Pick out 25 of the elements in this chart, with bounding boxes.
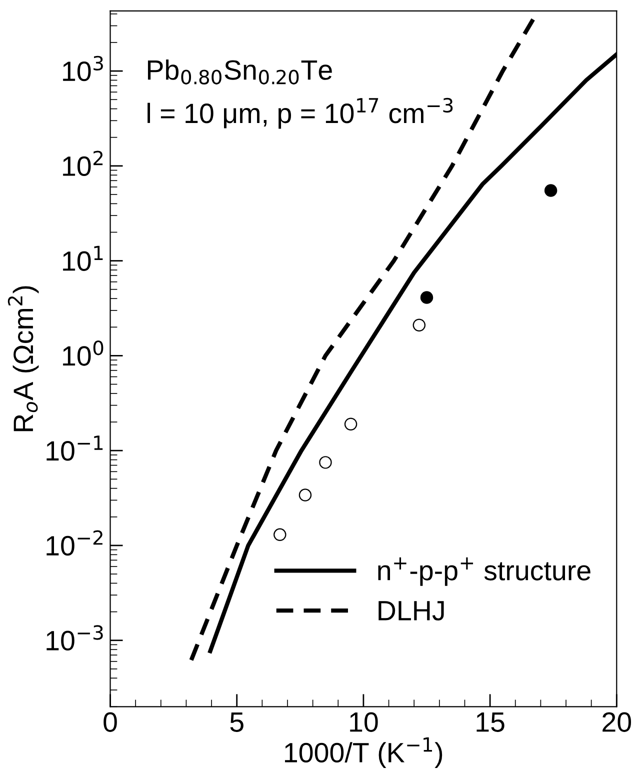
point	[544, 184, 558, 197]
point	[274, 528, 286, 542]
y-tick-label: 10$^{2}$	[63, 150, 103, 176]
y-axis-title: R$_{o}$A (Ωcm$^{2}$)	[8, 286, 39, 432]
x-tick-label: 15	[476, 712, 504, 732]
y-tick-label: 10$^{−3}$	[46, 625, 103, 650]
point	[344, 418, 358, 430]
point	[420, 291, 434, 304]
x-tick-label: 20	[602, 712, 632, 732]
annotation: l = 10 μm, p = 10$^{17}$ cm$^{−3}$	[148, 98, 453, 129]
legend-label: DLHJ	[378, 601, 444, 621]
x-tick-label: 0	[104, 712, 117, 732]
annotation: Pb$_{0.80}$Sn$_{0.20}$Te	[148, 59, 332, 84]
point	[412, 318, 426, 332]
point	[319, 456, 332, 469]
point	[298, 488, 312, 502]
y-tick-label: 10$^{−1}$	[46, 436, 103, 461]
x-axis-title: 1000/T (K$^{−1}$)	[285, 737, 442, 768]
legend-label: n$^{+}$-p-p$^{+}$ structure	[378, 557, 590, 586]
x-tick-label: 10	[350, 712, 378, 732]
x-tick-label: 5	[230, 712, 244, 732]
y-tick-label: 10$^{−2}$	[46, 530, 102, 556]
y-tick-label: 10$^{3}$	[63, 56, 103, 82]
y-tick-label: 10$^{0}$	[63, 340, 104, 366]
y-tick-label: 10$^{1}$	[63, 246, 103, 271]
